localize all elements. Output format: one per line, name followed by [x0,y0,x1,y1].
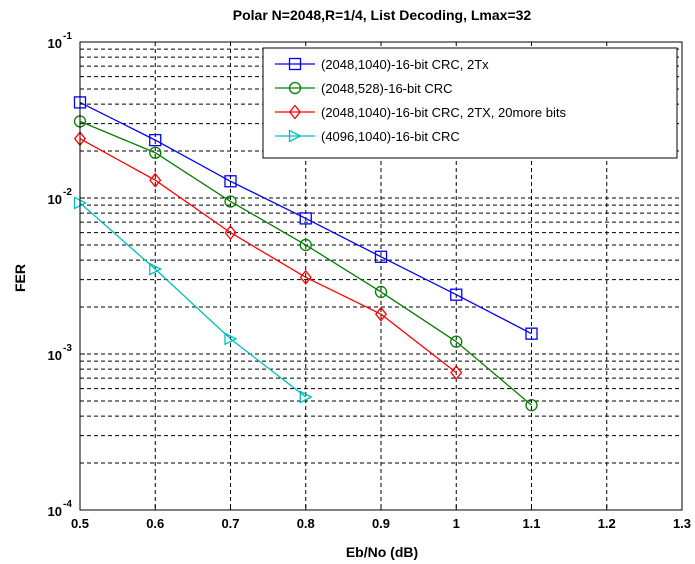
data-point [224,175,237,188]
data-point [299,269,312,285]
data-point [224,225,237,241]
y-tick-label: 10 [48,504,62,519]
x-tick-label: 0.6 [146,516,164,531]
legend-item: (2048,528)-16-bit CRC [275,81,453,96]
axis-ticks: 0.5 0.6 0.7 0.8 0.9 1 1.1 1.2 1.310-410-310 -210-… [48,31,692,531]
data-point [450,288,463,301]
y-tick-exponent: -1 [63,31,72,42]
data-point [525,327,538,340]
y-tick-exponent: -2 [63,187,72,198]
x-tick-label: 0.9 [372,516,390,531]
series-line [79,120,532,406]
legend-item: (2048,1040)-16-bit CRC, 2TX, 20more bits [275,104,566,120]
data-point [224,332,238,346]
data-point [224,195,237,208]
data-point [149,172,162,188]
legend-label: (2048,1040)-16-bit CRC, 2TX, 20more bits [321,105,566,120]
legend-box [262,47,678,159]
chart-title: Polar N=2048,R=1/4, List Decoding, Lmax=… [233,7,532,23]
y-axis-label: FER [12,264,28,292]
data-point [450,335,463,348]
legend-marker [288,129,302,143]
y-tick-exponent: -4 [63,499,72,510]
legend-label: (2048,528)-16-bit CRC [321,81,453,96]
x-tick-label: 0.8 [297,516,315,531]
legend-item: (4096,1040)-16-bit CRC [275,129,460,144]
data-point [525,399,538,412]
data-point [299,212,312,225]
series-4 [73,196,313,404]
x-tick-label: 0.7 [221,516,239,531]
y-tick-label: 10 [48,348,62,363]
data-point [374,285,388,299]
y-tick-label: 10 [48,36,62,51]
data-point [299,390,313,404]
legend-label: (4096,1040)-16-bit CRC [321,129,460,144]
legend-marker [288,81,302,95]
x-tick-label: 1.2 [598,516,616,531]
y-tick-exponent: -3 [63,343,72,354]
x-tick-label: 1 [453,516,460,531]
data-point [299,238,312,252]
x-axis-label: Eb/No (dB) [346,544,418,560]
data-point [149,262,163,276]
y-tick-label: 10 [48,192,62,207]
series-line [79,202,307,398]
series-line [79,101,532,335]
data-point [374,250,388,263]
data-point [374,306,388,322]
series-2 [73,115,538,412]
series-3 [73,131,463,381]
legend-marker [288,57,302,71]
legend-marker [288,104,302,120]
x-tick-label: 1.1 [522,516,540,531]
x-tick-label: 0.5 [71,516,89,531]
legend-item: (2048,1040)-16-bit CRC, 2Tx [275,57,489,72]
data-point [450,365,463,381]
legend: (2048,1040)-16-bit CRC, 2Tx (2048,528)-16… [262,47,678,159]
x-tick-label: 1.3 [673,516,691,531]
legend-label: (2048,1040)-16-bit CRC, 2Tx [321,57,489,72]
series-layer [73,96,538,412]
data-point [149,146,162,159]
series-line [79,138,457,374]
data-point [149,133,162,147]
